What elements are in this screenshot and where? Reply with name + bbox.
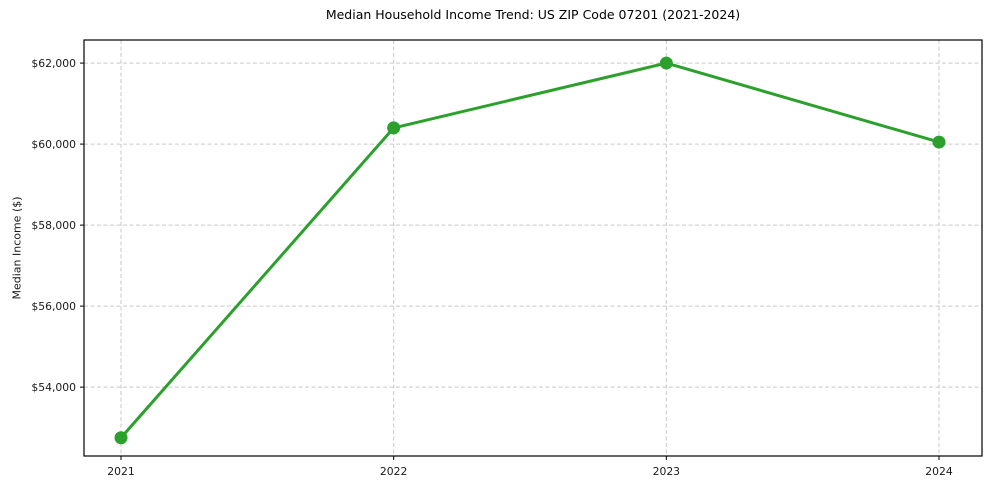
data-point-2023	[659, 56, 673, 70]
trend-line	[119, 61, 941, 440]
plot-border	[83, 39, 983, 457]
data-point-2024	[932, 135, 946, 149]
y-tick-label: $62,000	[31, 57, 76, 70]
y-tick-label: $54,000	[31, 381, 76, 394]
data-point-2022	[387, 121, 401, 135]
y-tick-label: $58,000	[31, 219, 76, 232]
y-tick-label: $56,000	[31, 300, 76, 313]
x-tick-label: 2022	[380, 465, 407, 478]
data-point-2021	[114, 431, 128, 445]
y-tick-label: $60,000	[31, 138, 76, 151]
x-tick-label: 2021	[107, 465, 134, 478]
chart-title: Median Household Income Trend: US ZIP Co…	[325, 7, 741, 22]
x-tick-label: 2023	[653, 465, 680, 478]
x-tick-label: 2024	[925, 465, 953, 478]
